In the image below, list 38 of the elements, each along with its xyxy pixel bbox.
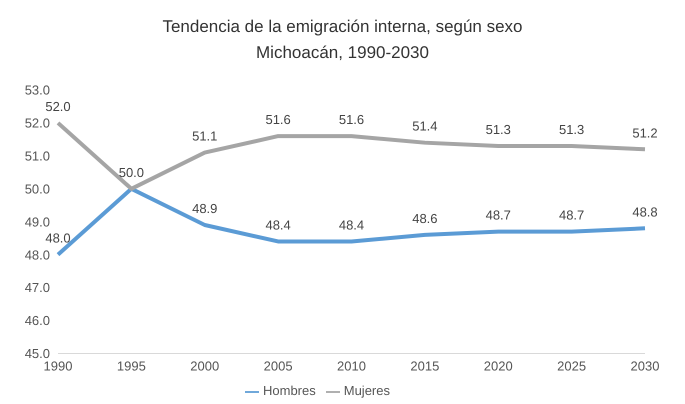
data-label: 51.3 bbox=[558, 122, 584, 137]
legend-label: Mujeres bbox=[344, 383, 390, 398]
x-tick-label: 2000 bbox=[190, 358, 220, 374]
y-tick-label: 48.0 bbox=[24, 247, 50, 262]
x-tick-label: 2020 bbox=[484, 358, 513, 374]
data-label: 48.7 bbox=[558, 208, 584, 223]
x-tick-label: 2015 bbox=[410, 358, 440, 374]
y-tick-label: 46.0 bbox=[24, 313, 50, 328]
data-label: 48.4 bbox=[338, 217, 364, 232]
x-tick-label: 1990 bbox=[44, 358, 72, 374]
y-tick-label: 49.0 bbox=[24, 214, 50, 230]
x-tick-label: 2025 bbox=[557, 358, 586, 374]
data-label: 48.0 bbox=[45, 230, 71, 246]
y-tick-label: 51.0 bbox=[24, 148, 50, 164]
legend-label: Hombres bbox=[263, 383, 316, 398]
y-tick-label: 50.0 bbox=[24, 181, 50, 196]
data-label: 50.0 bbox=[118, 164, 144, 180]
data-label: 52.0 bbox=[45, 98, 71, 114]
y-tick-label: 47.0 bbox=[24, 280, 50, 296]
data-label: 48.9 bbox=[192, 201, 218, 216]
data-label: 51.2 bbox=[632, 125, 658, 140]
x-tick-label: 1995 bbox=[116, 358, 146, 374]
x-tick-label: 2030 bbox=[630, 358, 660, 374]
data-label: 48.8 bbox=[632, 204, 658, 220]
data-label: 48.6 bbox=[412, 210, 438, 226]
data-label: 51.1 bbox=[192, 128, 218, 144]
y-tick-label: 53.0 bbox=[24, 82, 50, 98]
x-tick-label: 2005 bbox=[264, 358, 293, 374]
data-label: 51.6 bbox=[338, 112, 364, 128]
y-tick-label: 52.0 bbox=[24, 116, 50, 131]
chart-title: Tendencia de la emigración interna, según sexo Michoacán, 1990-2030 bbox=[161, 16, 524, 64]
data-label: 48.4 bbox=[265, 217, 291, 232]
data-label: 51.3 bbox=[486, 122, 511, 137]
y-tick-label: 45.0 bbox=[24, 346, 50, 362]
x-tick-label: 2010 bbox=[337, 358, 366, 374]
data-label: 51.6 bbox=[265, 112, 291, 128]
data-label: 51.4 bbox=[412, 118, 438, 134]
data-label: 48.7 bbox=[486, 208, 511, 223]
